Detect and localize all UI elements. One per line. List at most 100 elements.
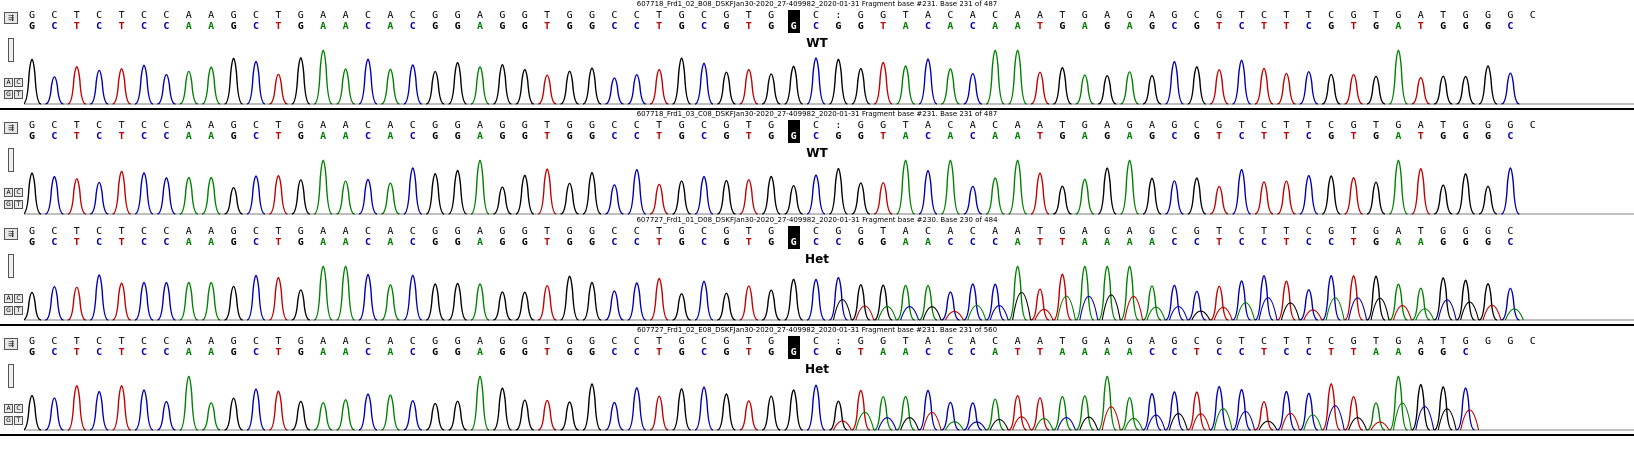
vertical-scale-slider[interactable] — [8, 148, 14, 172]
toggle-t-button[interactable]: T — [14, 90, 23, 99]
secondary-peak — [1034, 418, 1054, 431]
vertical-scale-slider[interactable] — [8, 254, 14, 278]
toggle-t-button[interactable]: T — [14, 200, 23, 209]
toggle-t-button[interactable]: T — [14, 306, 23, 315]
toggle-a-button[interactable]: A — [4, 78, 13, 87]
secondary-peak — [1056, 416, 1076, 431]
base-letter: T — [544, 237, 551, 248]
trace-peak — [1389, 159, 1408, 215]
vertical-scale-slider[interactable] — [8, 364, 14, 388]
base-letter: G — [1328, 226, 1335, 237]
base-letter: C — [140, 21, 148, 32]
base-letter: T — [745, 237, 752, 248]
base-letter: C — [409, 226, 416, 237]
base-letter: A — [1126, 21, 1133, 32]
base-letter: G — [566, 237, 573, 248]
base-letter: G — [454, 226, 461, 237]
base-letter: G — [678, 347, 685, 358]
trace-peak — [1254, 274, 1274, 321]
toggle-a-button[interactable]: A — [4, 404, 13, 413]
trace-peak — [560, 182, 579, 215]
base-letter: A — [1417, 120, 1424, 131]
base-letter: G — [1440, 21, 1447, 32]
toggle-c-button[interactable]: C — [14, 188, 23, 197]
base-letter: A — [1148, 237, 1156, 248]
base-letter: T — [118, 336, 125, 347]
trace-peak — [1344, 176, 1363, 215]
trace-peak — [1053, 185, 1072, 215]
base-letter: G — [723, 10, 730, 21]
trace-peak — [941, 159, 960, 215]
base-letter: G — [230, 120, 237, 131]
trace-peak — [426, 402, 445, 431]
base-letter: G — [857, 21, 864, 32]
toggle-g-button[interactable]: G — [4, 90, 13, 99]
base-letter: C — [409, 120, 416, 131]
base-letter: A — [476, 21, 484, 32]
trace-peak — [1075, 265, 1095, 321]
base-letter: A — [342, 237, 349, 248]
base-letter: C — [947, 336, 954, 347]
navigate-icon[interactable]: ⇶ — [4, 228, 18, 240]
base-letter: G — [880, 237, 887, 248]
base-letter: C — [1305, 131, 1312, 142]
genotype-label: Het — [805, 362, 829, 376]
base-letter: T — [544, 131, 551, 142]
base-letter: G — [1104, 131, 1111, 142]
base-letter: C — [140, 226, 148, 237]
base-letter: C — [969, 226, 976, 237]
trace-peak — [873, 284, 893, 321]
toggle-a-button[interactable]: A — [4, 188, 13, 197]
base-letter: G — [723, 21, 730, 32]
base-letter: T — [656, 21, 663, 32]
trace-peak — [314, 402, 333, 431]
trace-peak — [985, 283, 1005, 321]
base-letter: C — [611, 131, 618, 142]
toggle-g-button[interactable]: G — [4, 416, 13, 425]
navigate-icon[interactable]: ⇶ — [4, 122, 18, 134]
base-letter: C — [1148, 347, 1156, 358]
base-letter: G — [1126, 10, 1133, 21]
toggle-g-button[interactable]: G — [4, 306, 13, 315]
base-letter: A — [1417, 336, 1424, 347]
toggle-g-button[interactable]: G — [4, 200, 13, 209]
trace-peak — [470, 159, 490, 215]
toggle-c-button[interactable]: C — [14, 294, 23, 303]
toggle-a-button[interactable]: A — [4, 294, 13, 303]
base-letter: T — [73, 347, 80, 358]
base-letter: C — [633, 226, 640, 237]
trace-peak — [1389, 283, 1408, 321]
base-letter: C — [51, 131, 58, 142]
base-letter: G — [1484, 336, 1492, 347]
base-letter: C — [51, 10, 58, 21]
toggle-c-button[interactable]: C — [14, 404, 23, 413]
navigate-icon[interactable]: ⇶ — [4, 338, 18, 350]
trace-peak — [1097, 265, 1117, 321]
base-letter: T — [1305, 336, 1312, 347]
secondary-peak — [1168, 413, 1188, 431]
secondary-peak — [1370, 421, 1390, 431]
base-letter: G — [1193, 226, 1200, 237]
trace-peak — [515, 399, 534, 431]
vertical-scale-slider[interactable] — [8, 38, 14, 62]
base-letter: G — [499, 131, 506, 142]
base-letter: T — [1216, 237, 1223, 248]
base-letter: C — [409, 10, 416, 21]
toggle-c-button[interactable]: C — [14, 78, 23, 87]
trace-peak — [1030, 288, 1050, 321]
base-letter: G — [1462, 120, 1469, 131]
trace-peak — [1344, 73, 1363, 105]
secondary-peak — [1348, 417, 1368, 431]
trace-peak — [89, 390, 109, 431]
base-letter: G — [499, 120, 506, 131]
secondary-peak — [1146, 414, 1166, 431]
base-letter: C — [140, 237, 148, 248]
navigate-icon[interactable]: ⇶ — [4, 12, 18, 24]
base-letter: T — [73, 131, 80, 142]
base-letter: A — [969, 336, 976, 347]
trace-peak — [1232, 388, 1251, 431]
toggle-t-button[interactable]: T — [14, 416, 23, 425]
base-letter: C — [1328, 237, 1335, 248]
secondary-peak — [989, 305, 1009, 321]
trace-peak — [448, 169, 467, 215]
